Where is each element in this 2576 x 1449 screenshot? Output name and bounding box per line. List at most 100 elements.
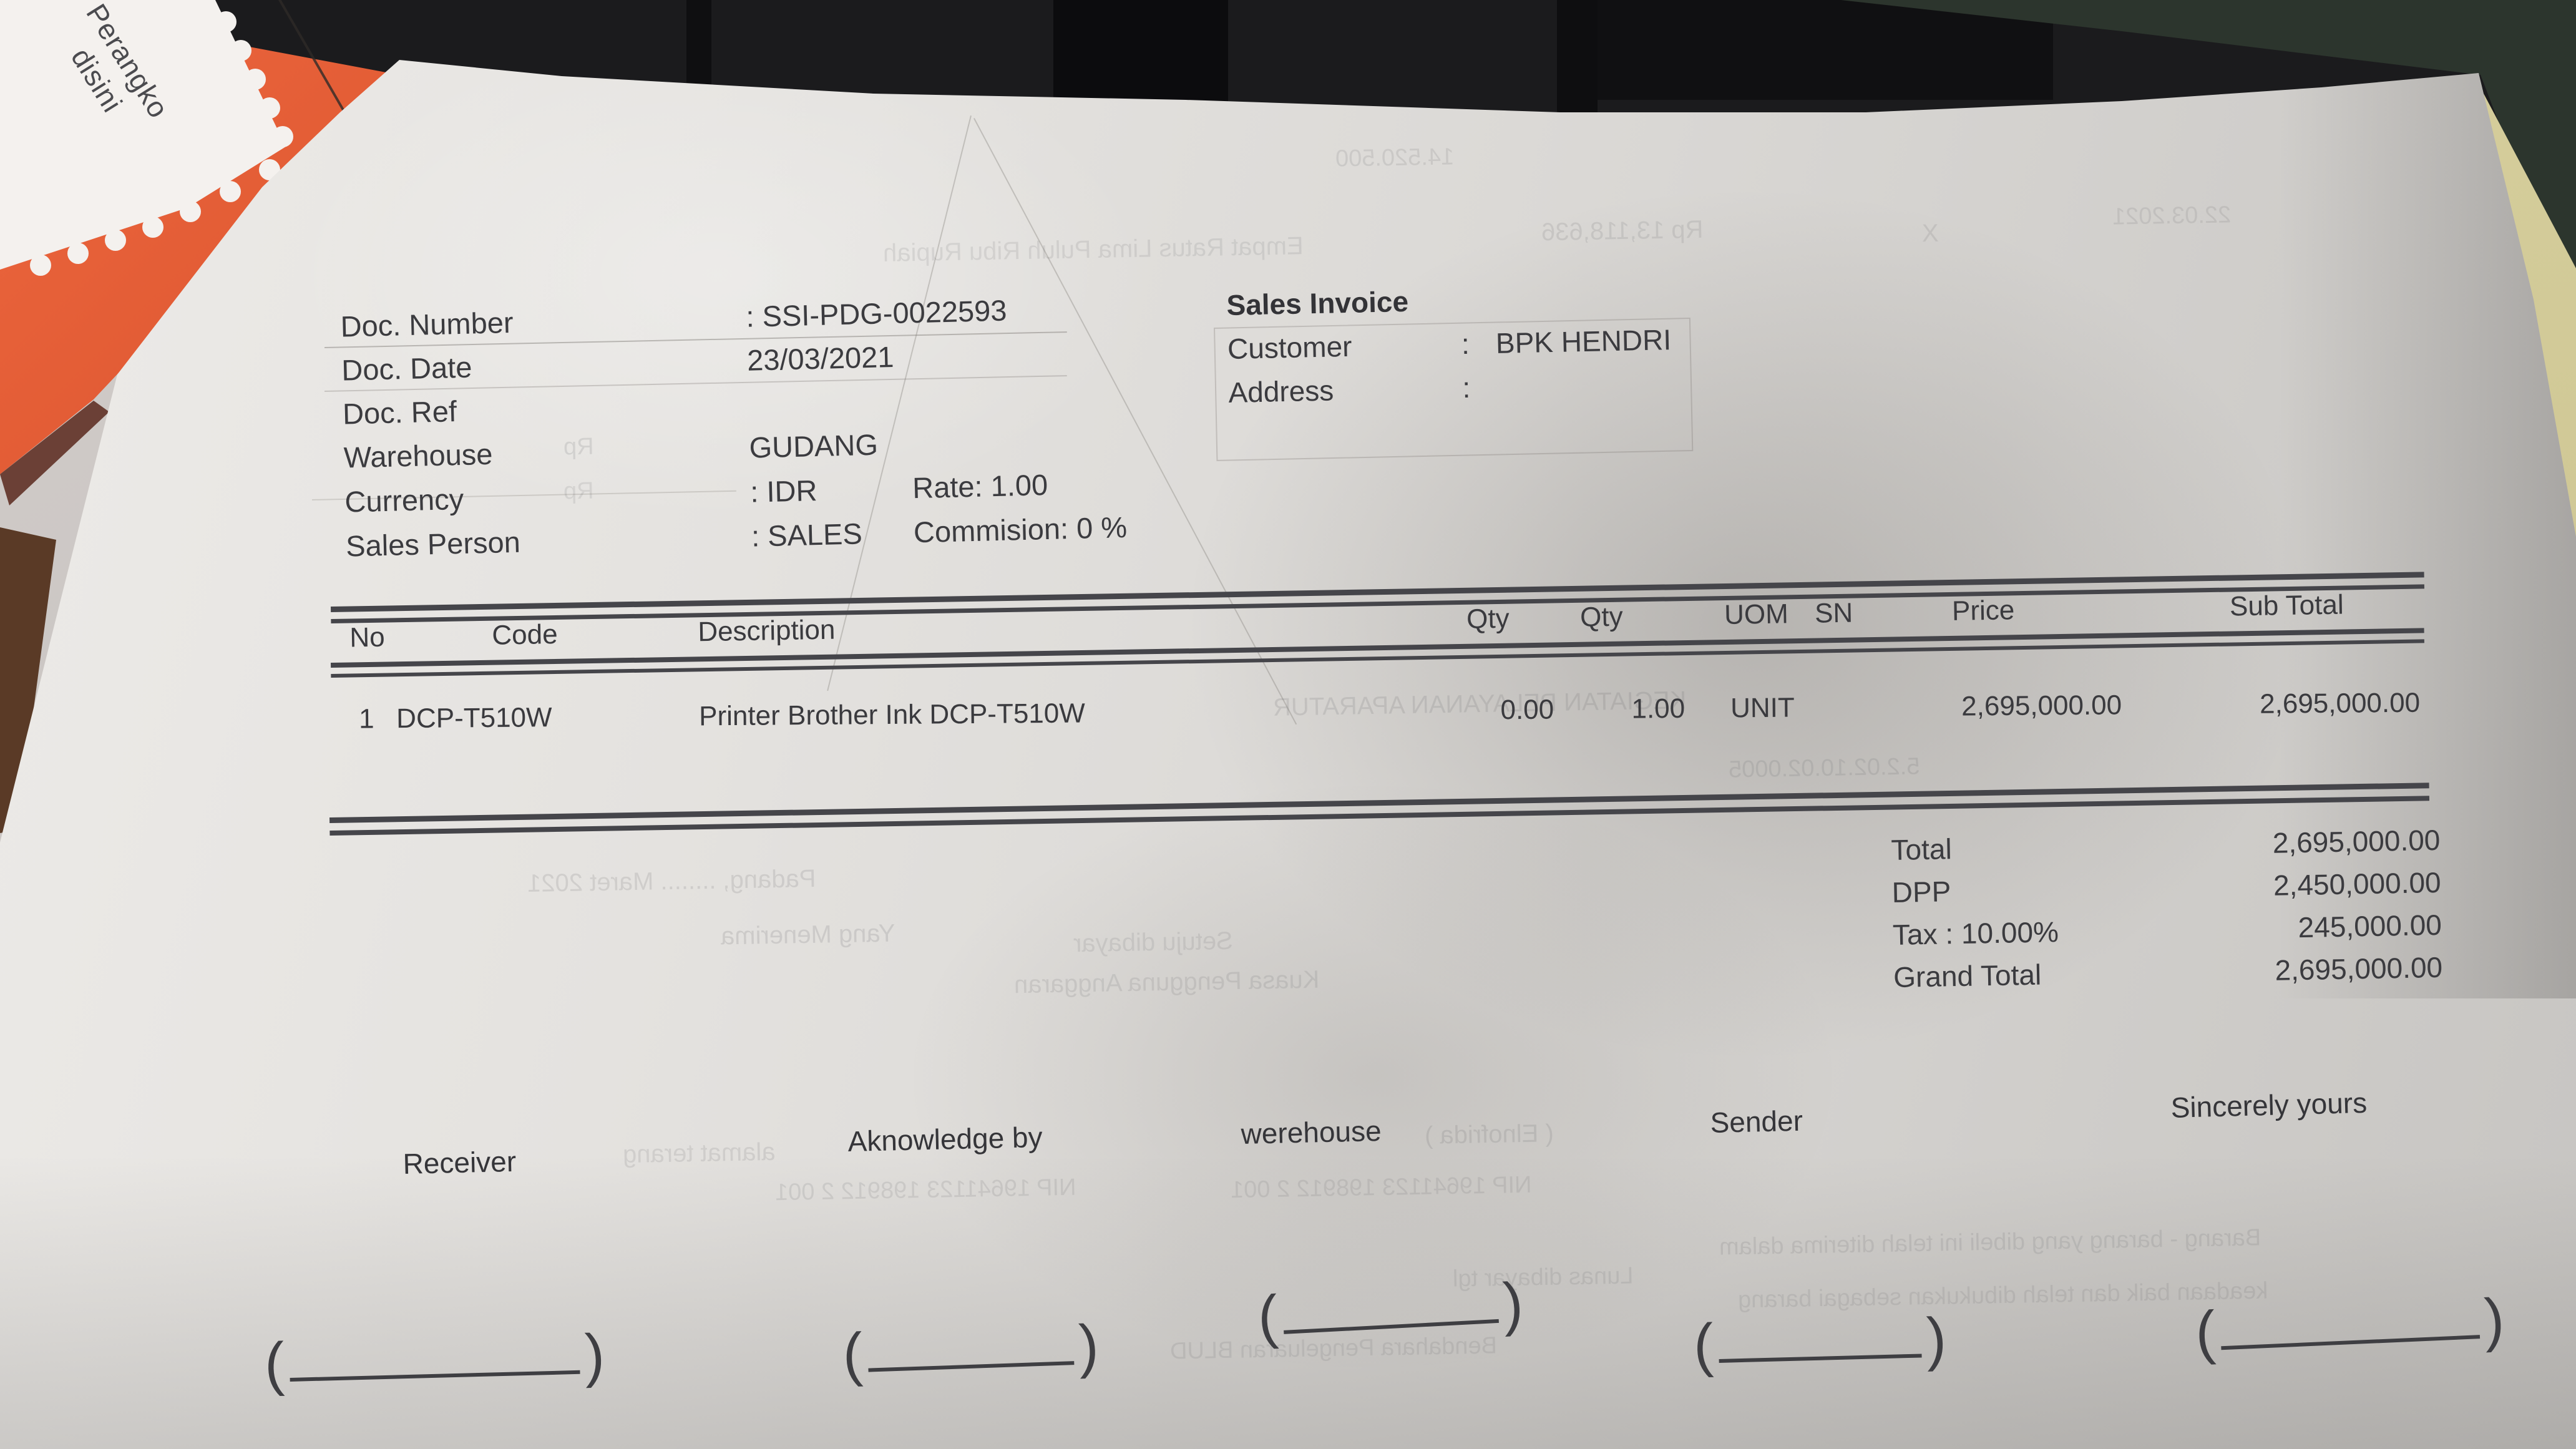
col-qty-2: Qty <box>1579 601 1623 633</box>
signature-receiver: Receiver <box>402 1144 517 1180</box>
col-uom: UOM <box>1724 598 1789 630</box>
bracket-close: ) <box>1501 1270 1525 1338</box>
signature-line <box>868 1361 1075 1372</box>
bracket-open: ( <box>1692 1312 1714 1378</box>
stamp-scallop <box>272 126 293 147</box>
dpp-value: 2,450,000.00 <box>2273 866 2442 902</box>
bracket-open: ( <box>1256 1283 1280 1350</box>
background-dark-object <box>686 0 711 94</box>
signature-acknowledge: Aknowledge by <box>847 1120 1043 1158</box>
signature-sender: Sender <box>1710 1104 1803 1139</box>
signature-line <box>1719 1354 1922 1363</box>
cell-code: DCP-T510W <box>396 702 552 734</box>
tax-label: Tax : 10.00% <box>1892 915 2059 951</box>
col-no: No <box>349 622 386 653</box>
cell-qty-2: 1.00 <box>1631 693 1686 724</box>
dpp-label: DPP <box>1891 875 1951 909</box>
bracket-close: ) <box>2482 1286 2506 1354</box>
doc-fields-block: Doc. Number : SSI-PDG-0022593 Doc. Date … <box>331 286 1273 573</box>
bracket-close: ) <box>583 1322 606 1389</box>
currency-label: Currency <box>344 482 464 519</box>
cell-qty-1: 0.00 <box>1500 694 1554 726</box>
address-label: Address <box>1227 374 1334 409</box>
rate-value: Rate: 1.00 <box>912 468 1048 505</box>
warehouse-value: GUDANG <box>748 427 879 464</box>
col-price: Price <box>1951 595 2015 627</box>
doc-number-label: Doc. Number <box>340 305 514 343</box>
ghost-text: NIP 19641123 198912 2 001 <box>774 1174 1076 1206</box>
totals-block: Total 2,695,000.00 DPP 2,450,000.00 Tax … <box>1891 823 2443 1003</box>
grand-total-label: Grand Total <box>1893 958 2042 993</box>
stamp-scallop <box>180 201 201 222</box>
address-colon: : <box>1461 371 1471 404</box>
ghost-text: Padang, ........ Maret 2021 <box>527 864 816 898</box>
stamp-scallop <box>30 255 51 276</box>
bracket-open: ( <box>263 1330 285 1397</box>
customer-label: Customer <box>1227 329 1352 365</box>
ghost-text: keadaan baik dan telah dibukukan sebagai… <box>1737 1277 2268 1314</box>
ghost-text: 14.520.500 <box>1335 144 1455 172</box>
ghost-text: Barang - barang yang dibeli ini telah di… <box>1719 1224 2261 1261</box>
customer-colon: : <box>1461 327 1470 361</box>
sales-person-value: : SALES <box>751 517 863 553</box>
signature-bracket: ( ) <box>841 1312 1100 1388</box>
total-label: Total <box>1891 832 1953 866</box>
doc-date-label: Doc. Date <box>341 350 472 387</box>
bracket-open: ( <box>841 1320 864 1388</box>
cell-sub-total: 2,695,000.00 <box>2259 687 2421 720</box>
signature-bracket: ( ) <box>263 1322 606 1397</box>
commission-value: Commision: 0 % <box>913 510 1128 549</box>
signature-sincerely: Sincerely yours <box>2170 1086 2368 1124</box>
ghost-text: X <box>1921 219 1939 248</box>
customer-value: BPK HENDRI <box>1495 323 1672 359</box>
doc-ref-label: Doc. Ref <box>342 394 457 431</box>
cell-uom: UNIT <box>1730 692 1795 724</box>
stamp-scallop <box>220 181 241 202</box>
ghost-text: Rp 13,118,636 <box>1541 215 1704 246</box>
stamp-scallop <box>67 243 89 264</box>
ghost-text: 22.03.2021 <box>2112 202 2232 230</box>
stamp-scallop <box>215 11 237 32</box>
table-bottom-rule <box>329 783 2430 836</box>
doc-number-value: : SSI-PDG-0022593 <box>745 293 1007 333</box>
col-description: Description <box>697 614 836 648</box>
signature-line <box>290 1370 580 1382</box>
ghost-text: NIP 19641123 198912 2 001 <box>1230 1171 1532 1204</box>
warehouse-label: Warehouse <box>343 437 493 474</box>
cell-no: 1 <box>358 703 374 734</box>
cell-price: 2,695,000.00 <box>1961 690 2122 722</box>
currency-value: : IDR <box>749 474 818 509</box>
stamp-scallop <box>105 230 126 251</box>
grand-total-value: 2,695,000.00 <box>2275 950 2443 987</box>
doc-date-value: 23/03/2021 <box>746 339 894 377</box>
signature-line <box>2220 1335 2481 1350</box>
stamp-scallop <box>142 217 163 238</box>
col-qty-1: Qty <box>1466 603 1510 635</box>
cell-description: Printer Brother Ink DCP-T510W <box>698 698 1085 732</box>
ghost-text: 5.2.02.10.02.0005 <box>1728 753 1920 783</box>
ghost-text: alamat terang <box>622 1138 776 1169</box>
bracket-close: ) <box>1077 1312 1100 1380</box>
signature-bracket: ( ) <box>1256 1270 1525 1350</box>
sales-person-label: Sales Person <box>345 525 521 563</box>
signature-warehouse: werehouse <box>1241 1114 1382 1150</box>
stamp-scallop <box>245 69 266 90</box>
stamp-scallop <box>259 97 280 119</box>
customer-block: Sales Invoice Customer : BPK HENDRI Addr… <box>1226 273 1978 419</box>
bracket-open: ( <box>2193 1299 2217 1366</box>
ghost-text: Kuasa Pengguna Anggaran <box>1013 965 1320 999</box>
signature-line <box>1283 1319 1500 1334</box>
bracket-close: ) <box>1925 1305 1948 1373</box>
ghost-text: Setuju dibayar <box>1073 927 1234 958</box>
col-sn: SN <box>1814 597 1853 629</box>
ghost-text: Empat Ratus Lima Puluh Ribu Rupiah <box>882 232 1304 267</box>
signature-bracket: ( ) <box>1692 1305 1948 1378</box>
ghost-text: Yang Menerima <box>720 919 895 950</box>
total-value: 2,695,000.00 <box>2272 823 2441 859</box>
col-code: Code <box>491 618 558 651</box>
table-row: 1 DCP-T510W Printer Brother Ink DCP-T510… <box>331 687 2452 741</box>
background-dark-object <box>1598 0 2053 100</box>
stamp-scallop <box>230 40 251 61</box>
